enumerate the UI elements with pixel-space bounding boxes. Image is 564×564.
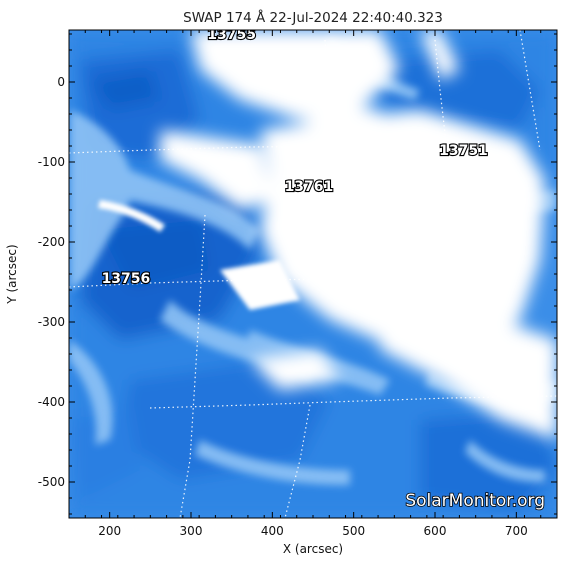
x-tick-label: 700: [505, 524, 528, 538]
x-axis-label: X (arcsec): [283, 542, 343, 556]
y-tick-label: -500: [38, 475, 65, 489]
coronal-emission: [69, 30, 557, 518]
active-region-label: 13751: [439, 143, 488, 159]
chart-title: SWAP 174 Å 22-Jul-2024 22:40:40.323: [183, 9, 443, 26]
x-tick-label: 600: [424, 524, 447, 538]
y-tick-label: -400: [38, 395, 65, 409]
active-region-label: 13761: [285, 179, 334, 195]
y-tick-label: -300: [38, 315, 65, 329]
axis-ticks: 200 300 400 500 600 700 0 -100 -200 -300 -400 -500: [38, 30, 558, 538]
watermark: SolarMonitor.org: [405, 491, 545, 511]
heliographic-grid: [69, 30, 557, 518]
y-tick-label: -200: [38, 235, 65, 249]
x-tick-label: 400: [261, 524, 284, 538]
x-tick-label: 200: [98, 524, 121, 538]
y-tick-label: -100: [38, 155, 65, 169]
y-axis-label: Y (arcsec): [5, 244, 19, 304]
active-region-label: 13756: [102, 271, 151, 287]
plot-area: 13755 13751 13761 13756 SolarMonitor.org: [69, 27, 557, 518]
x-tick-label: 500: [342, 524, 365, 538]
active-region-label: 13755: [207, 27, 256, 43]
x-tick-label: 300: [180, 524, 203, 538]
y-tick-label: 0: [57, 75, 65, 89]
